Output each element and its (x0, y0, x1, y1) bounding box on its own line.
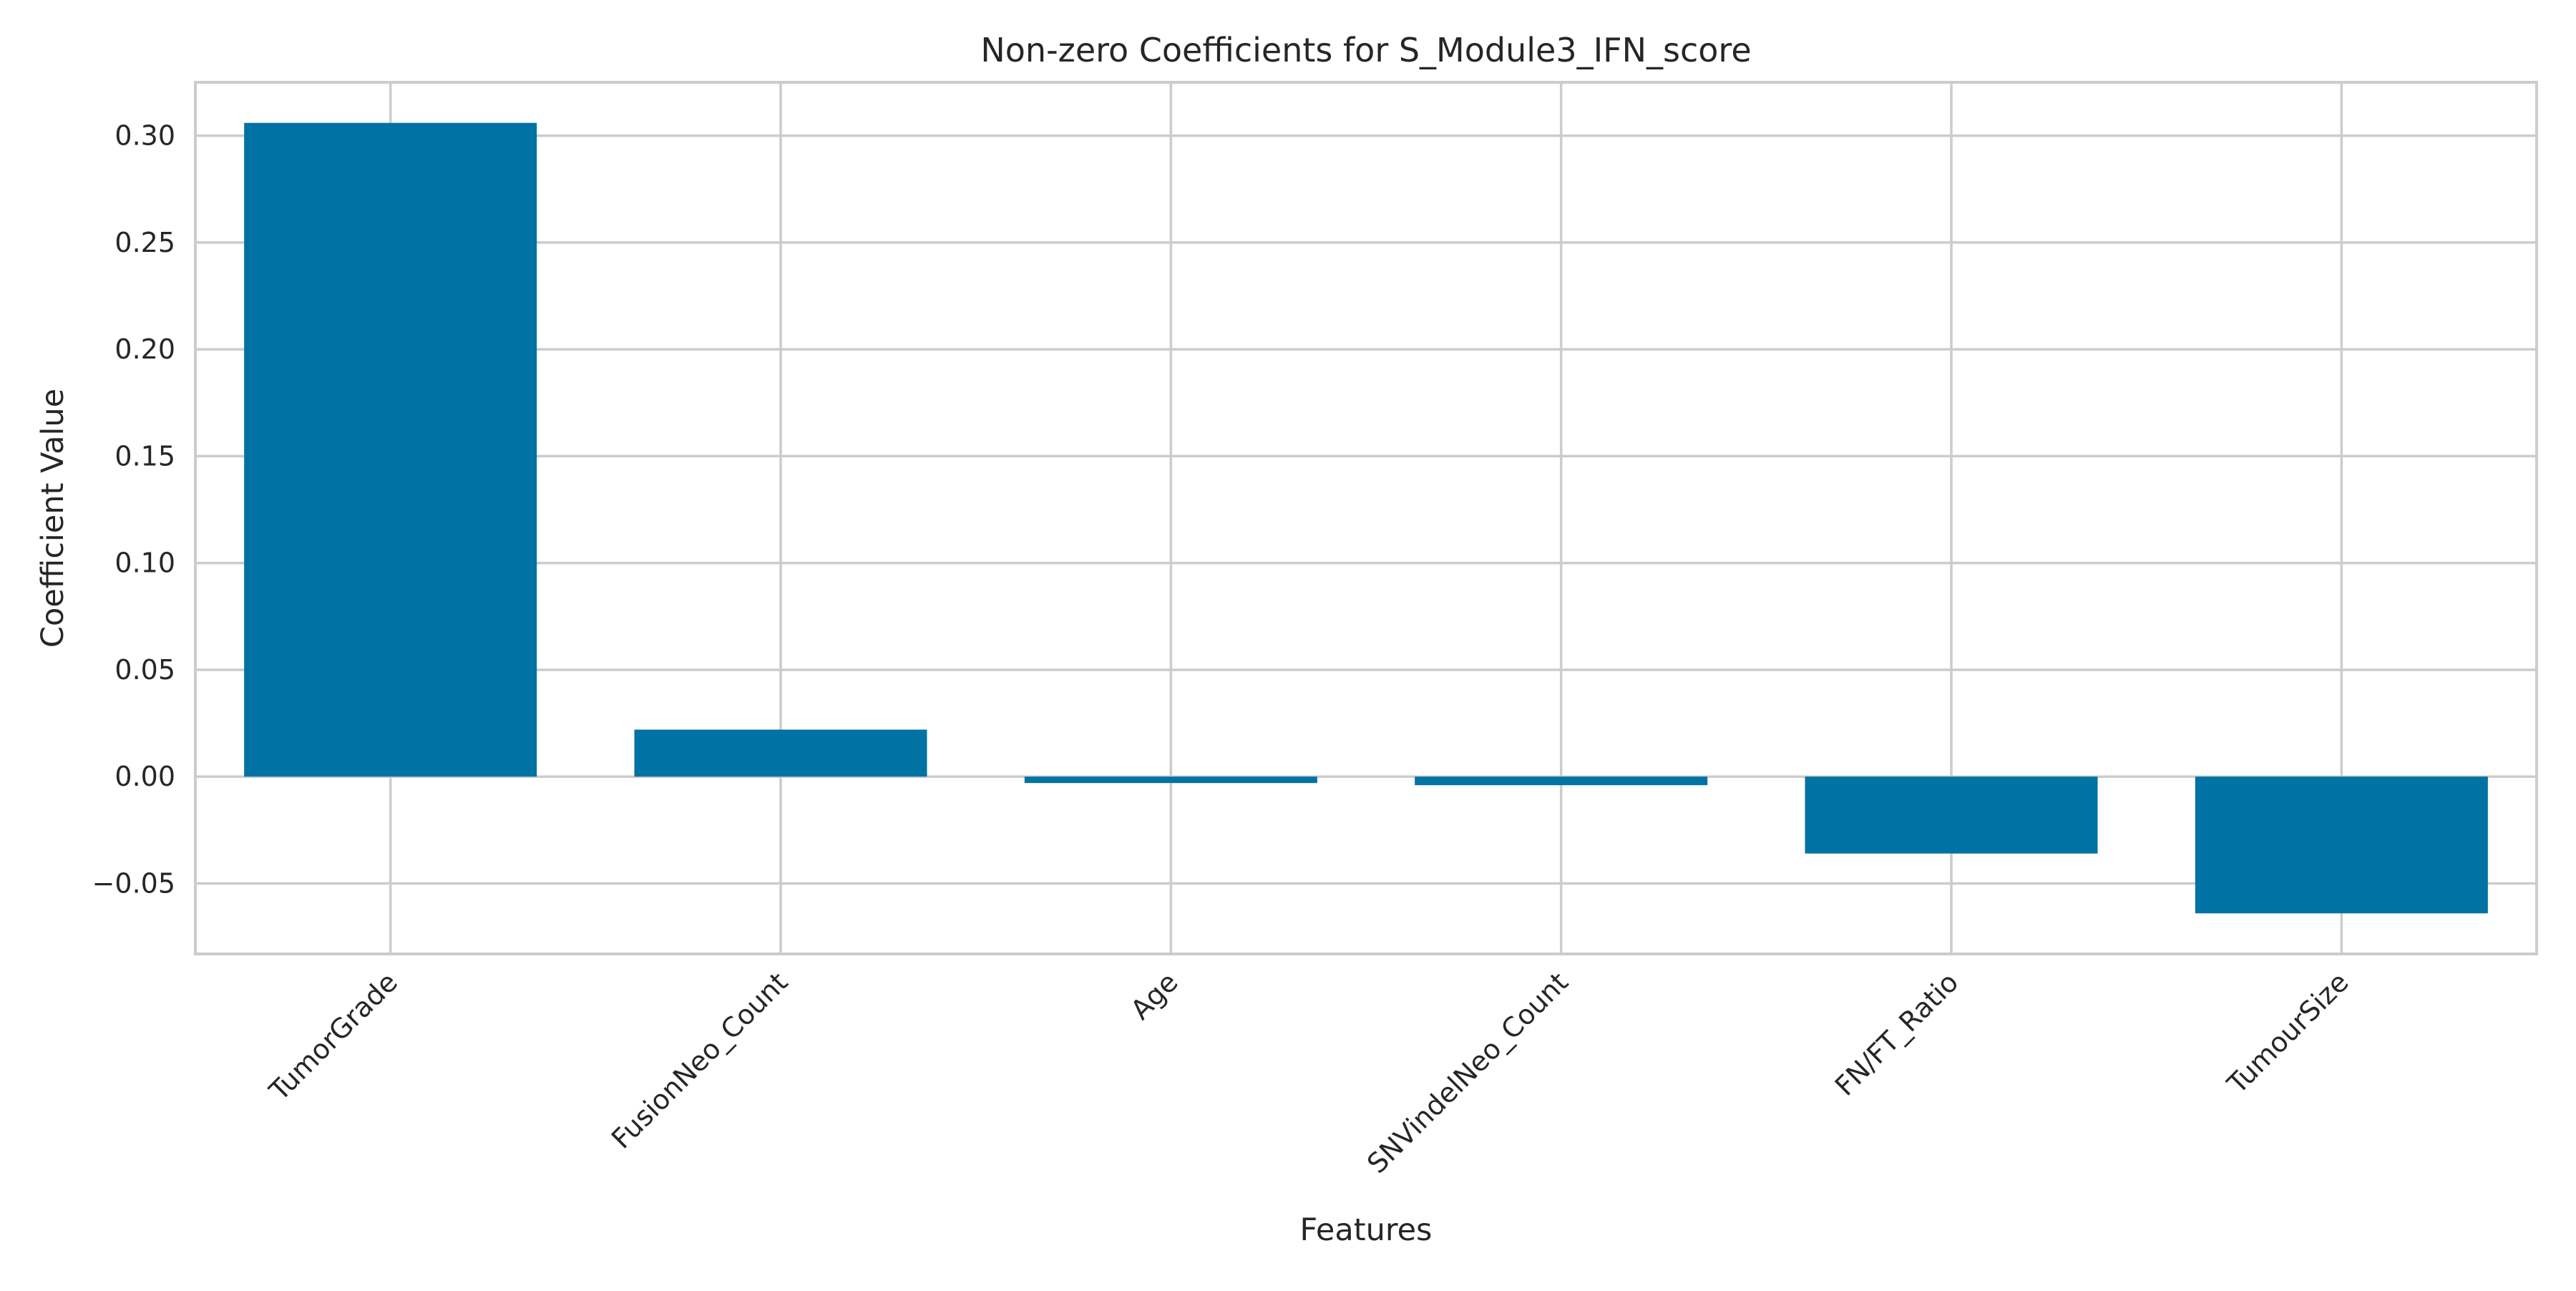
y-tick-label: 0.10 (114, 547, 175, 579)
y-tick-label: 0.30 (114, 120, 175, 152)
y-tick-label: 0.15 (114, 440, 175, 472)
y-tick-label: 0.05 (114, 654, 175, 686)
x-tick-labels: TumorGrade FusionNeo_Count Age SNVindelNeo_… (263, 966, 2354, 1179)
y-axis-label: Coefficient Value (35, 389, 71, 648)
bar-tumorgrade (244, 122, 537, 777)
x-tick-label: SNVindelNeo_Count (1361, 966, 1574, 1179)
bar-fusionneo-count (634, 729, 927, 777)
y-tick-label: −0.05 (92, 867, 175, 899)
chart-title: Non-zero Coefficients for S_Module3_IFN_… (980, 31, 1751, 69)
x-axis-label: Features (1300, 1212, 1433, 1248)
bar-snvindelneo-count (1415, 776, 1708, 786)
y-tick-labels: −0.05 0.00 0.05 0.10 0.15 0.20 0.25 0.30 (92, 120, 175, 900)
x-tick-label: TumorGrade (263, 966, 404, 1107)
bar-tumoursize (2195, 776, 2488, 914)
y-tick-label: 0.25 (114, 227, 175, 258)
x-tick-label: TumourSize (2221, 966, 2355, 1100)
y-tick-label: 0.20 (114, 333, 175, 365)
grid-layer (195, 82, 2537, 954)
x-tick-label: FusionNeo_Count (605, 966, 794, 1154)
bar-layer (244, 122, 2488, 914)
plot-frame (194, 81, 2538, 955)
bar-age (1024, 776, 1317, 784)
y-tick-label: 0.00 (114, 761, 175, 792)
bar-fn-ft-ratio (1805, 776, 2098, 854)
x-tick-label: Age (1125, 966, 1184, 1026)
x-tick-label: FN/FT_Ratio (1829, 966, 1965, 1102)
